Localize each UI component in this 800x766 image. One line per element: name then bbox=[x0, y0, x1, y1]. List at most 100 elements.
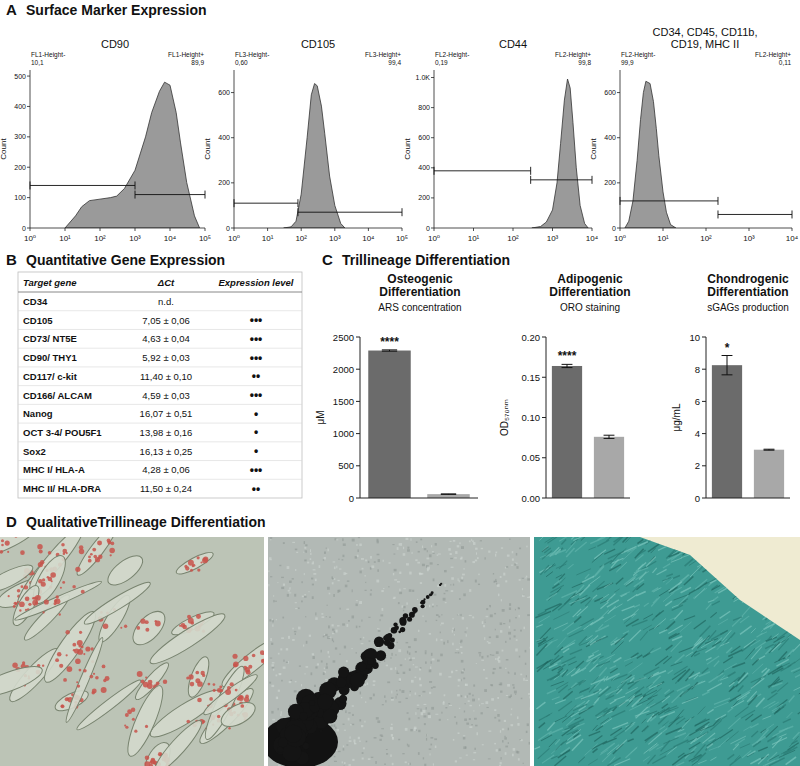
fiber bbox=[592, 741, 607, 749]
lipid-droplet bbox=[81, 590, 85, 594]
lipid-droplet bbox=[134, 730, 137, 733]
texture bbox=[390, 754, 391, 756]
y-tick bbox=[231, 228, 234, 229]
texture bbox=[406, 698, 408, 699]
micrograph bbox=[0, 537, 264, 766]
fiber bbox=[645, 537, 657, 544]
texture bbox=[398, 739, 400, 740]
lipid-droplet bbox=[54, 602, 57, 605]
texture bbox=[392, 763, 394, 765]
lipid-droplet bbox=[25, 609, 27, 611]
lipid-droplet bbox=[188, 674, 193, 679]
x-tick bbox=[205, 228, 206, 231]
texture bbox=[386, 665, 388, 667]
texture bbox=[495, 658, 496, 660]
bar-chart: 0246810ChondrogenicDifferentiationsGAGs … bbox=[671, 272, 790, 504]
lipid-droplet bbox=[81, 646, 84, 649]
texture bbox=[371, 565, 374, 568]
y-tick bbox=[702, 498, 706, 499]
x-tick-label: 10⁰ bbox=[24, 234, 36, 243]
texture bbox=[488, 551, 490, 553]
error-bar bbox=[764, 449, 775, 451]
texture bbox=[343, 745, 344, 747]
x-tick bbox=[434, 228, 435, 231]
chart-title-line: Differentiation bbox=[707, 285, 788, 299]
fiber bbox=[698, 554, 707, 557]
texture bbox=[508, 696, 511, 698]
texture bbox=[363, 747, 365, 749]
lipid-droplet bbox=[35, 601, 38, 604]
texture bbox=[411, 680, 414, 683]
y-tick bbox=[27, 197, 30, 198]
texture bbox=[407, 547, 409, 549]
texture bbox=[327, 587, 330, 590]
fiber bbox=[668, 625, 683, 633]
lipid-droplet bbox=[17, 601, 19, 603]
texture bbox=[325, 634, 328, 636]
texture bbox=[305, 544, 307, 546]
texture bbox=[427, 550, 428, 552]
lipid-droplet bbox=[92, 548, 96, 552]
lipid-droplet bbox=[92, 689, 97, 694]
fiber bbox=[699, 539, 709, 550]
fiber bbox=[599, 610, 609, 619]
texture bbox=[506, 659, 509, 661]
texture bbox=[436, 620, 438, 621]
texture bbox=[270, 658, 272, 659]
texture bbox=[403, 672, 406, 674]
texture bbox=[359, 626, 361, 628]
texture bbox=[376, 580, 379, 583]
fiber bbox=[620, 592, 630, 596]
texture bbox=[351, 648, 352, 649]
texture bbox=[344, 765, 345, 766]
fiber bbox=[652, 588, 659, 592]
texture bbox=[304, 673, 305, 674]
stain bbox=[534, 537, 800, 766]
y-tick-label: 200 bbox=[604, 179, 616, 186]
texture bbox=[270, 537, 273, 539]
texture bbox=[458, 578, 459, 581]
texture bbox=[290, 680, 292, 681]
x-tick-label: 10³ bbox=[329, 234, 341, 243]
texture bbox=[391, 734, 393, 737]
panel-letter: A bbox=[6, 1, 17, 18]
fiber bbox=[614, 730, 625, 738]
texture bbox=[387, 681, 390, 683]
texture bbox=[506, 695, 508, 696]
texture bbox=[326, 616, 327, 617]
texture bbox=[332, 633, 335, 635]
texture bbox=[407, 712, 409, 713]
texture bbox=[516, 751, 518, 754]
fiber bbox=[768, 580, 780, 586]
texture bbox=[460, 646, 462, 648]
table-cell: 7,05 ± 0,06 bbox=[142, 315, 189, 326]
texture bbox=[282, 617, 284, 619]
texture bbox=[478, 584, 480, 585]
texture bbox=[494, 613, 496, 614]
y-tick bbox=[231, 182, 234, 183]
fiber bbox=[763, 557, 771, 564]
lipid-droplet bbox=[14, 537, 17, 538]
texture bbox=[398, 602, 400, 604]
texture bbox=[313, 573, 316, 575]
y-axis-label: Count bbox=[203, 138, 212, 160]
lipid-droplet bbox=[252, 654, 256, 658]
texture bbox=[512, 684, 514, 685]
chart-subtitle: ARS concentration bbox=[378, 302, 461, 313]
texture bbox=[500, 762, 502, 765]
texture bbox=[429, 554, 431, 557]
texture bbox=[393, 598, 396, 599]
texture bbox=[306, 666, 309, 668]
lipid-droplet bbox=[186, 720, 190, 724]
gate-value: 99,9 bbox=[621, 59, 634, 66]
fiber bbox=[758, 563, 767, 567]
lipid-droplet bbox=[228, 727, 230, 729]
lipid-droplet bbox=[132, 718, 135, 721]
x-tick-label: 10⁰ bbox=[228, 234, 240, 243]
texture bbox=[361, 725, 363, 727]
texture bbox=[478, 652, 481, 654]
texture bbox=[272, 662, 275, 663]
texture bbox=[444, 593, 446, 594]
fiber bbox=[629, 630, 641, 642]
mineral-deposit bbox=[400, 619, 407, 626]
